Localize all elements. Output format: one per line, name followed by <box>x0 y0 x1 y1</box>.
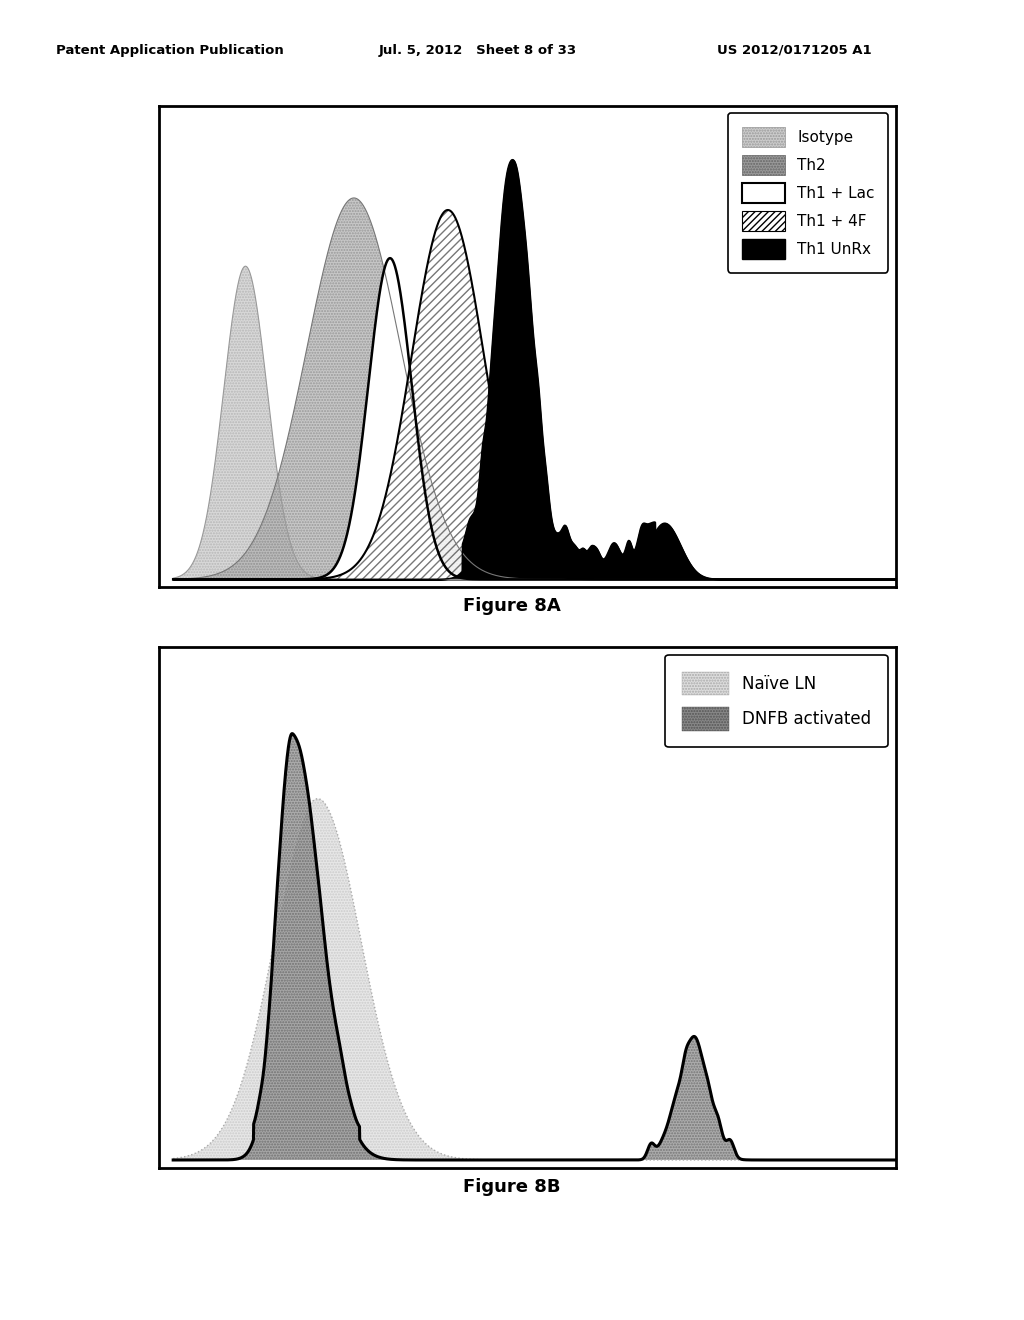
Legend: Naïve LN, DNFB activated: Naïve LN, DNFB activated <box>666 655 888 747</box>
Text: Jul. 5, 2012   Sheet 8 of 33: Jul. 5, 2012 Sheet 8 of 33 <box>379 44 577 57</box>
Legend: Isotype, Th2, Th1 + Lac, Th1 + 4F, Th1 UnRx: Isotype, Th2, Th1 + Lac, Th1 + 4F, Th1 U… <box>728 114 889 272</box>
Text: Figure 8A: Figure 8A <box>463 597 561 615</box>
Text: US 2012/0171205 A1: US 2012/0171205 A1 <box>717 44 871 57</box>
Text: Patent Application Publication: Patent Application Publication <box>56 44 284 57</box>
Text: Figure 8B: Figure 8B <box>463 1177 561 1196</box>
